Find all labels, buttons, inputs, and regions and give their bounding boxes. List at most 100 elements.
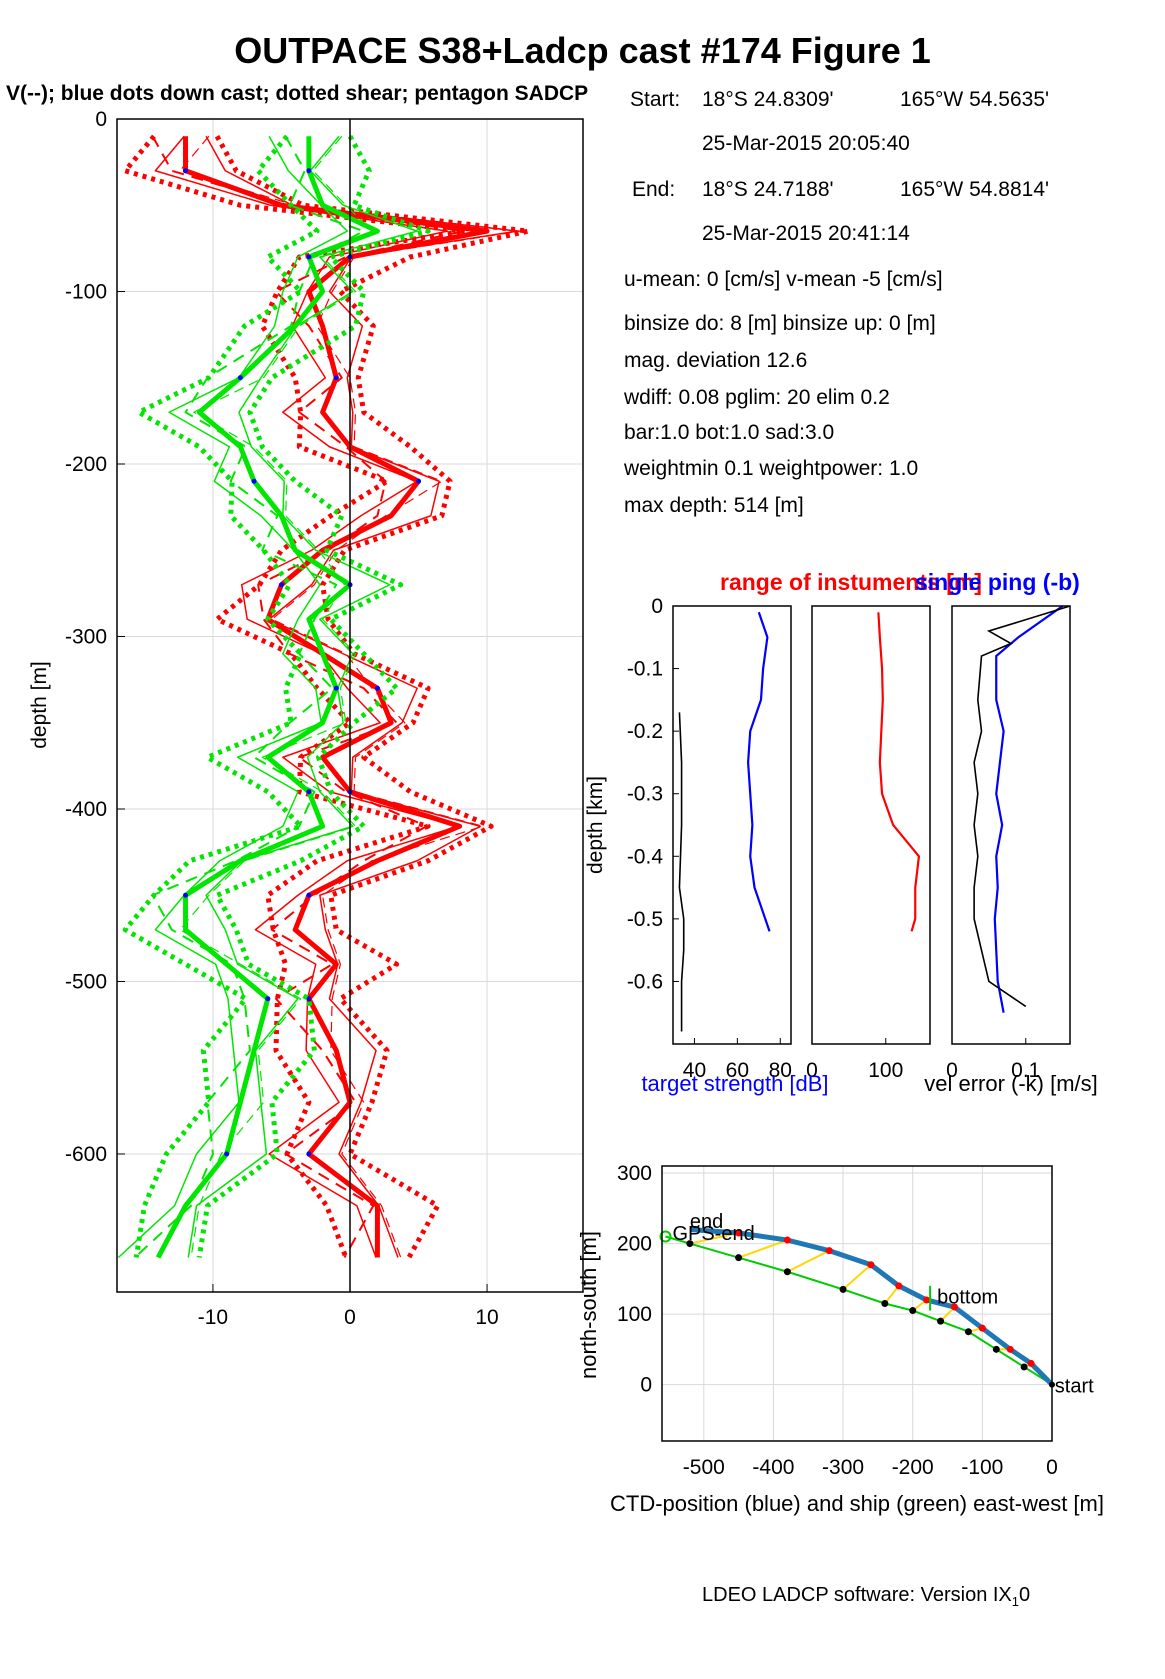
target-strength-line bbox=[746, 611, 771, 932]
position-ytick-label: 300 bbox=[617, 1162, 652, 1185]
position-link bbox=[842, 1263, 872, 1291]
velocity-ytick-label: 0 bbox=[95, 108, 107, 131]
v-profile-line bbox=[134, 135, 365, 1259]
ship-marker bbox=[686, 1240, 694, 1248]
velocity-xtick-label: 0 bbox=[344, 1306, 356, 1329]
position-link bbox=[884, 1285, 900, 1305]
position-xlabel: CTD-position (blue) and ship (green) eas… bbox=[610, 1491, 1104, 1516]
velocity-ytick-label: -500 bbox=[65, 971, 107, 994]
velocity-ytick-label: -200 bbox=[65, 453, 107, 476]
ctd-marker bbox=[867, 1261, 875, 1269]
target-strength-ytick-label: -0.2 bbox=[627, 720, 663, 743]
velocity-ytick-label: -300 bbox=[65, 626, 107, 649]
start-label: Start: bbox=[630, 88, 681, 111]
weight-params: weightmin 0.1 weightpower: 1.0 bbox=[624, 457, 919, 480]
software-version-tail: 0 bbox=[1019, 1584, 1031, 1606]
u-profile-line bbox=[205, 135, 518, 1258]
ctd-marker bbox=[923, 1296, 931, 1304]
velocity-xtick-label: -10 bbox=[198, 1306, 228, 1329]
downcast-dot bbox=[333, 375, 339, 381]
end-lat: 18°S 24.7188' bbox=[702, 178, 834, 201]
end-time: 25-Mar-2015 20:41:14 bbox=[702, 222, 910, 245]
target-strength-ytick-label: -0.1 bbox=[627, 658, 663, 681]
ctd-marker bbox=[735, 1229, 743, 1237]
target-strength-xtick-label: 80 bbox=[769, 1059, 792, 1082]
range-xtick-label: 100 bbox=[868, 1059, 903, 1082]
v-profile-line bbox=[196, 135, 431, 1258]
software-version-sub: 1 bbox=[1011, 1594, 1019, 1609]
downcast-dot bbox=[183, 892, 189, 898]
start-lat: 18°S 24.8309' bbox=[702, 88, 834, 111]
downcast-dot bbox=[416, 478, 422, 484]
position-xtick-label: -100 bbox=[961, 1456, 1003, 1479]
position-xtick-label: -300 bbox=[822, 1456, 864, 1479]
target-strength-panel: 40 60 80 0 -0.1 -0.2 -0.3 -0.4 -0.5 -0.6 depth [k… bbox=[584, 595, 792, 1082]
downcast-dot bbox=[278, 582, 284, 588]
target-strength-ytick-label: -0.5 bbox=[627, 908, 663, 931]
downcast-dot bbox=[306, 168, 312, 174]
downcast-dot bbox=[306, 996, 312, 1002]
target-strength-xlabel: target strength [dB] bbox=[641, 1071, 828, 1096]
ts-axes-box bbox=[672, 605, 792, 1045]
software-version: LDEO LADCP software: Version IX10 bbox=[702, 1584, 1030, 1609]
mean-velocity: u-mean: 0 [cm/s] v-mean -5 [cm/s] bbox=[624, 268, 943, 291]
ts-ylabel: depth [km] bbox=[584, 776, 607, 874]
target-strength-ytick-label: 0 bbox=[651, 595, 663, 618]
downcast-dot bbox=[374, 685, 380, 691]
position-link bbox=[786, 1249, 830, 1273]
ship-marker bbox=[964, 1328, 972, 1336]
max-depth: max depth: 514 [m] bbox=[624, 494, 804, 517]
downcast-dot bbox=[333, 685, 339, 691]
position-xtick-label: -200 bbox=[892, 1456, 934, 1479]
vel-error-line bbox=[973, 605, 1071, 1008]
ship-marker bbox=[839, 1285, 847, 1293]
u-profile-line bbox=[179, 135, 521, 1258]
vel-error-xlabel: vel error (-k) [m/s] bbox=[924, 1071, 1098, 1096]
ship-marker bbox=[881, 1300, 889, 1307]
vel-error-line bbox=[993, 605, 1064, 1013]
u-profile-line bbox=[183, 136, 490, 1258]
vel-error-panel: 0 0.1 bbox=[946, 605, 1071, 1082]
single-ping-title: single ping (-b) bbox=[915, 569, 1080, 595]
v-profile-line bbox=[179, 135, 373, 1258]
v-profile-line bbox=[187, 135, 418, 1258]
gps-end-annotation: GPS-end bbox=[672, 1223, 754, 1245]
vel-error-xtick-label: 0 bbox=[946, 1059, 958, 1082]
mag-deviation: mag. deviation 12.6 bbox=[624, 349, 808, 372]
binsize: binsize do: 8 [m] binsize up: 0 [m] bbox=[624, 312, 936, 335]
range-xtick-label: 0 bbox=[806, 1059, 818, 1082]
start-lon: 165°W 54.5635' bbox=[900, 88, 1050, 111]
ship-marker bbox=[992, 1345, 1000, 1353]
ship-marker bbox=[735, 1254, 743, 1262]
range-axes-box bbox=[811, 605, 931, 1045]
velocity-xtick-label: 10 bbox=[475, 1306, 498, 1329]
downcast-dot bbox=[265, 996, 271, 1002]
position-ylabel: north-south [m] bbox=[576, 1231, 601, 1379]
velocity-ytick-label: -400 bbox=[65, 798, 107, 821]
ctd-marker bbox=[951, 1303, 958, 1311]
position-ytick-label: 200 bbox=[617, 1233, 652, 1256]
downcast-dot bbox=[306, 1151, 312, 1157]
software-version-text: LDEO LADCP software: Version IX bbox=[702, 1584, 1012, 1606]
range-line bbox=[877, 612, 921, 932]
downcast-dot bbox=[237, 375, 243, 381]
end-label: End: bbox=[632, 178, 676, 201]
ship-marker bbox=[937, 1317, 945, 1325]
target-strength-line bbox=[678, 712, 685, 1032]
velocity-ylabel: depth [m] bbox=[28, 661, 51, 749]
ship-marker bbox=[909, 1307, 917, 1315]
target-strength-ytick-label: -0.3 bbox=[627, 783, 663, 806]
position-xtick-label: -500 bbox=[683, 1456, 725, 1479]
ctd-marker bbox=[1027, 1359, 1035, 1367]
downcast-dot bbox=[306, 254, 312, 260]
u-profile-line bbox=[214, 135, 531, 1259]
ship-track-line bbox=[665, 1235, 1053, 1386]
position-xtick-label: -400 bbox=[752, 1456, 794, 1479]
end-lon: 165°W 54.8814' bbox=[900, 178, 1050, 201]
error-axes-box bbox=[951, 605, 1071, 1045]
target-strength-ytick-label: -0.4 bbox=[627, 845, 664, 868]
v-profile-line bbox=[117, 135, 349, 1259]
start-annotation: start bbox=[1055, 1376, 1094, 1398]
